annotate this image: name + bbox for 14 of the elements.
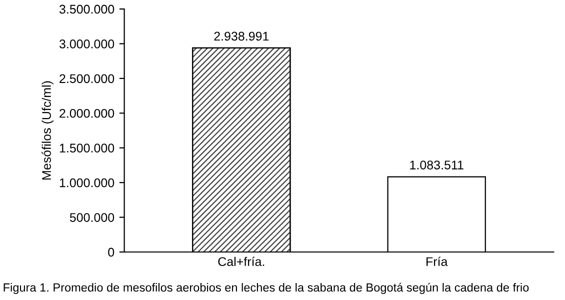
y-tick-label: 1.500.000 — [60, 144, 114, 153]
y-axis-title: Mesófilos (Ufc/ml) — [42, 81, 54, 180]
x-tick-label: Cal+fría. — [218, 256, 264, 266]
y-tick-label: 3.000.000 — [59, 40, 114, 48]
y-tick-label: 2.500.000 — [60, 74, 114, 84]
y-tick-label: 3.500.000 — [59, 4, 114, 14]
y-tick-label: 2.000.000 — [60, 108, 114, 118]
x-tick-label: Fría — [426, 256, 448, 266]
y-tick-label: 500.000 — [70, 213, 114, 222]
text: Figura 1. Promedio de mesofilos aerobios en leches de la sabana de Bogotá según la cadena de frio — [4, 282, 529, 294]
y-tick-label: 0 — [108, 248, 114, 257]
data-label: 2.938.991 — [214, 32, 269, 41]
y-tick-label: 1.000.000 — [60, 178, 114, 188]
data-label: 1.083.511 — [410, 160, 464, 170]
